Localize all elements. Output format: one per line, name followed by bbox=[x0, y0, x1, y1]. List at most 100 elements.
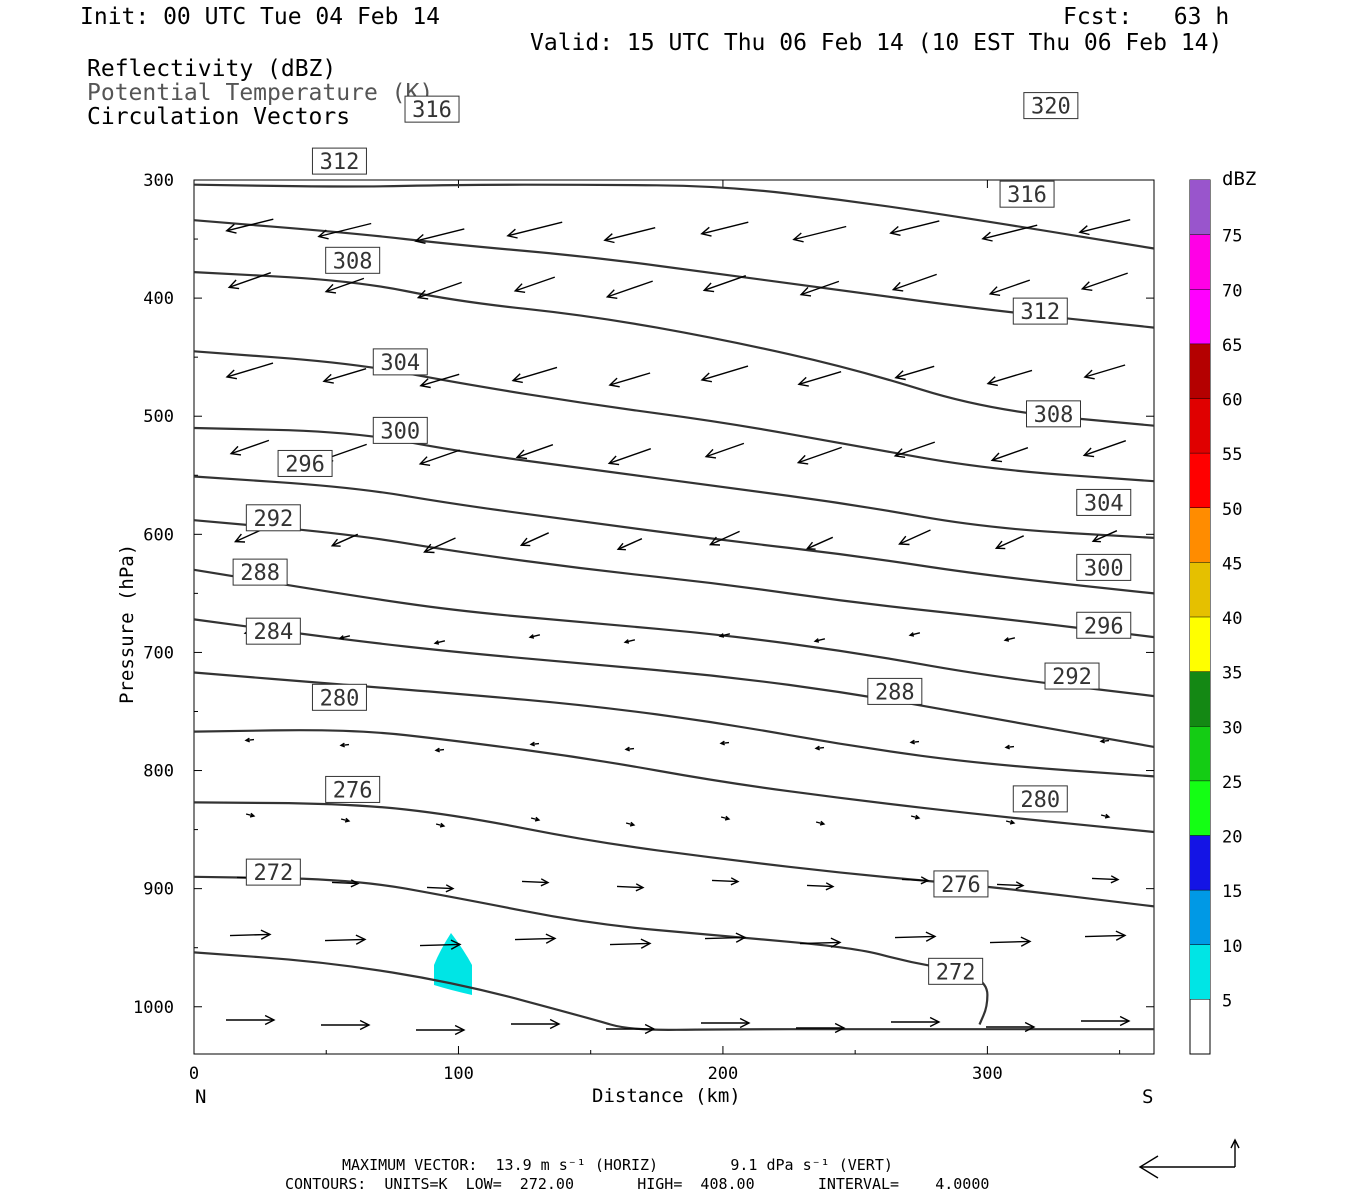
reference-vector bbox=[1138, 1138, 1240, 1179]
colorbar-swatch bbox=[1190, 890, 1210, 945]
vector-arrowhead bbox=[260, 929, 272, 940]
theta-label-box bbox=[325, 775, 381, 803]
vector-arrowhead bbox=[1091, 534, 1101, 543]
circulation-vector bbox=[704, 936, 746, 940]
vector-arrowhead bbox=[350, 879, 360, 888]
field-circulation-vectors: Circulation Vectors bbox=[87, 104, 351, 130]
colorbar: 5 10 15 20 25 30 35 40 45 50 55 60 65 70 75 bbox=[1189, 179, 1242, 1055]
theta-label-284: 284 bbox=[253, 620, 293, 645]
vector-arrowhead bbox=[225, 223, 237, 234]
colorbar-swatch bbox=[1190, 180, 1210, 235]
vector-arrowhead bbox=[1009, 819, 1016, 825]
circulation-vector bbox=[323, 368, 367, 382]
x-tick-label: 100 bbox=[443, 1064, 474, 1084]
circulation-vector bbox=[793, 225, 847, 241]
circulation-vector bbox=[609, 372, 651, 386]
theta-contour-312 bbox=[193, 271, 1155, 427]
colorbar-label: 5 bbox=[1222, 991, 1232, 1011]
circulation-vector bbox=[1079, 219, 1131, 233]
circulation-vector bbox=[521, 532, 549, 546]
circulation-vector bbox=[529, 634, 541, 638]
theta-label-316: 316 bbox=[1007, 183, 1047, 208]
colorbar-swatch bbox=[1190, 835, 1210, 891]
axis-ticks: 300 400 500 600 700 800 900 1000 0 100 200 300 bbox=[133, 171, 1154, 1084]
theta-label-292: 292 bbox=[1052, 665, 1092, 690]
vector-arrowhead bbox=[640, 938, 652, 949]
theta-label-box bbox=[999, 180, 1055, 208]
circulation-vector bbox=[609, 942, 651, 946]
vector-arrowhead bbox=[704, 448, 717, 459]
theta-label-272: 272 bbox=[936, 960, 976, 985]
vector-arrowhead bbox=[914, 814, 921, 820]
theta-label-box bbox=[867, 677, 923, 705]
vector-arrowhead bbox=[607, 455, 620, 466]
vector-arrowhead bbox=[708, 536, 721, 546]
max-vector-info: MAXIMUM VECTOR: 13.9 m s⁻¹ (HORIZ) 9.1 d… bbox=[342, 1156, 893, 1174]
colorbar-swatch bbox=[1190, 726, 1210, 781]
vector-arrowhead bbox=[644, 1023, 656, 1035]
theta-label-box bbox=[311, 147, 367, 175]
theta-label-box bbox=[1076, 488, 1132, 516]
colorbar-label: 25 bbox=[1222, 773, 1242, 793]
colorbar-swatch bbox=[1190, 944, 1210, 1000]
circulation-vector bbox=[890, 220, 940, 234]
theta-label-box bbox=[372, 416, 428, 444]
circulation-vector bbox=[608, 448, 652, 464]
colorbar-swatch bbox=[1190, 453, 1210, 508]
theta-label-box bbox=[933, 870, 989, 898]
y-tick-label: 400 bbox=[143, 289, 174, 309]
circulation-vector bbox=[325, 277, 365, 293]
theta-label-312: 312 bbox=[1020, 300, 1060, 325]
vector-arrowhead bbox=[700, 226, 712, 237]
vector-arrowhead bbox=[929, 1016, 941, 1028]
circulation-vector bbox=[415, 228, 465, 242]
vector-arrowhead bbox=[813, 638, 820, 643]
vector-arrowhead bbox=[1104, 813, 1111, 819]
vector-arrowhead bbox=[894, 370, 906, 381]
circulation-vector bbox=[814, 638, 826, 642]
vector-arrowhead bbox=[730, 877, 740, 886]
vector-arrowhead bbox=[889, 225, 901, 236]
x-tick-label: 200 bbox=[708, 1064, 739, 1084]
vector-arrowhead bbox=[603, 233, 615, 244]
vector-arrowhead bbox=[414, 233, 426, 244]
colorbar-label: 75 bbox=[1222, 227, 1242, 247]
vector-arrowhead bbox=[434, 747, 440, 753]
vector-arrowhead bbox=[635, 883, 645, 892]
vector-arrowhead bbox=[909, 739, 915, 745]
circulation-vector bbox=[806, 536, 834, 550]
ref-horiz-arrowhead bbox=[1138, 1155, 1159, 1179]
vector-arrowhead bbox=[700, 372, 713, 383]
forecast-hour: Fcst: 63 h bbox=[1063, 4, 1230, 30]
circulation-vector bbox=[899, 529, 931, 545]
vector-arrowhead bbox=[330, 538, 341, 547]
theta-contour-288 bbox=[193, 618, 1155, 748]
theta-label-296: 296 bbox=[1084, 614, 1124, 639]
circulation-vector bbox=[719, 633, 731, 637]
circulation-vector bbox=[799, 941, 841, 945]
circulation-vector bbox=[514, 276, 556, 292]
theta-label-272: 272 bbox=[253, 861, 293, 886]
theta-label-312: 312 bbox=[320, 150, 360, 175]
vector-arrowhead bbox=[986, 376, 998, 387]
vector-arrowhead bbox=[513, 283, 526, 293]
theta-label-304: 304 bbox=[1084, 491, 1124, 516]
colorbar-label: 40 bbox=[1222, 609, 1242, 629]
circulation-vector bbox=[894, 935, 936, 939]
vector-arrowhead bbox=[724, 815, 731, 821]
vector-arrowhead bbox=[1115, 930, 1127, 941]
circulation-vector bbox=[996, 883, 1024, 887]
circulation-vector bbox=[800, 280, 840, 296]
vector-arrowhead bbox=[908, 632, 915, 637]
vector-arrowhead bbox=[519, 537, 531, 547]
vector-arrowhead bbox=[359, 1019, 371, 1031]
theta-label-box bbox=[245, 617, 301, 645]
vector-arrowhead bbox=[605, 289, 618, 299]
theta-label-288: 288 bbox=[875, 680, 915, 705]
circulation-vector bbox=[703, 275, 747, 291]
theta-label-box bbox=[372, 348, 428, 376]
circulation-vector bbox=[987, 369, 1033, 385]
vector-arrowhead bbox=[990, 452, 1003, 463]
circulation-vector bbox=[991, 447, 1029, 461]
theta-label-276: 276 bbox=[333, 778, 373, 803]
